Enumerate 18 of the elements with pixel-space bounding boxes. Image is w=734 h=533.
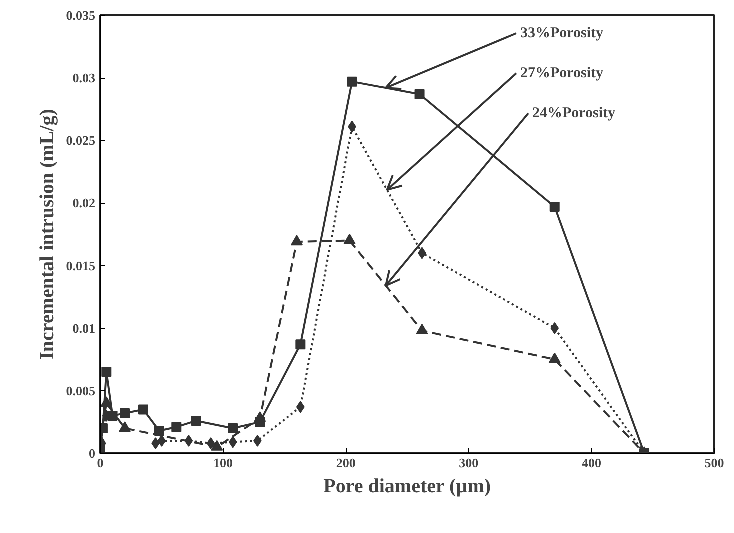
text: 33%Porosity <box>520 26 604 42</box>
y-tick-label: 0.03 <box>72 70 96 86</box>
x-axis-title: Pore diameter (µm) <box>324 476 492 498</box>
x-tick-label: 200 <box>336 456 356 470</box>
y-tick-label: 0.025 <box>66 133 96 148</box>
x-tick-label: 500 <box>704 456 724 470</box>
y-tick-label: 0.005 <box>66 383 96 398</box>
y-tick-label: 0.01 <box>72 320 96 336</box>
y-tick-label: 0 <box>89 446 96 461</box>
x-tick-label: 300 <box>459 456 479 470</box>
y-tick-label: 0.035 <box>66 8 96 23</box>
text: 27%Porosity <box>520 66 604 82</box>
y-tick-label: 0.02 <box>72 196 96 211</box>
y-tick-label: 0.015 <box>66 258 96 274</box>
text: 24%Porosity <box>532 106 616 122</box>
x-tick-label: 400 <box>582 456 602 470</box>
y-axis-title: Incremental intrusion (mL/g) <box>36 109 58 360</box>
x-tick-label: 100 <box>214 456 234 470</box>
